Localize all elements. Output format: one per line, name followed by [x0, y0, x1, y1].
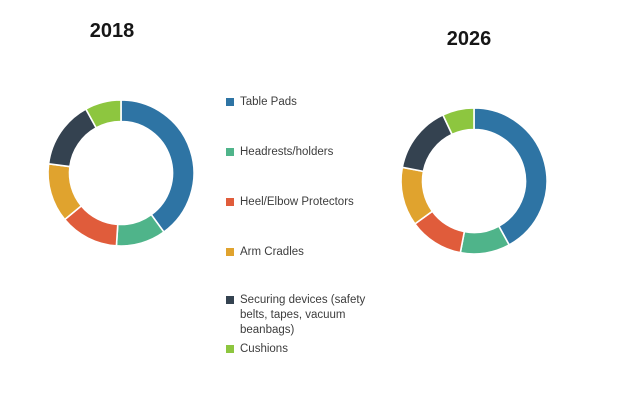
legend-item-table-pads: Table Pads	[226, 95, 382, 110]
legend-swatch-square-icon	[226, 148, 234, 156]
legend-swatch-square-icon	[226, 198, 234, 206]
legend-swatch-square-icon	[226, 98, 234, 106]
legend-label: Cushions	[240, 343, 288, 355]
legend-item-heel-elbow-protectors: Heel/Elbow Protectors	[226, 195, 382, 210]
donut-segment-cushions	[84, 99, 122, 129]
legend-swatch-square-icon	[226, 345, 234, 353]
legend-label: Heel/Elbow Protectors	[240, 196, 354, 208]
legend-item-securing-devices: Securing devices (safety belts, tapes, v…	[226, 293, 382, 338]
donut-chart-2018	[47, 99, 195, 247]
legend-swatch-square-icon	[226, 296, 234, 304]
donut-segment-table-pads	[473, 107, 548, 247]
chart-title-2026: 2026	[446, 28, 492, 50]
donut-segment-securing-devices	[47, 107, 98, 168]
donut-segment-arm-cradles	[400, 166, 434, 226]
legend-swatch-square-icon	[226, 248, 234, 256]
donut-chart-2026	[400, 107, 548, 255]
legend-item-cushions: Cushions	[226, 342, 382, 357]
legend-label: Headrests/holders	[240, 146, 334, 158]
legend-label: Table Pads	[240, 96, 297, 108]
legend-label: Securing devices (safety belts, tapes, v…	[240, 294, 366, 336]
legend-item-arm-cradles: Arm Cradles	[226, 245, 382, 260]
donut-segment-headrests-holders	[459, 225, 511, 255]
chart-legend: Table Pads Headrests/holders Heel/Elbow Pr…	[226, 0, 391, 401]
donut-segment-cushions	[441, 107, 475, 136]
chart-title-2018: 2018	[89, 20, 135, 42]
legend-item-headrests-holders: Headrests/holders	[226, 145, 382, 160]
legend-label: Arm Cradles	[240, 246, 304, 258]
donut-segment-securing-devices	[401, 113, 454, 173]
donut-segment-table-pads	[120, 99, 195, 234]
